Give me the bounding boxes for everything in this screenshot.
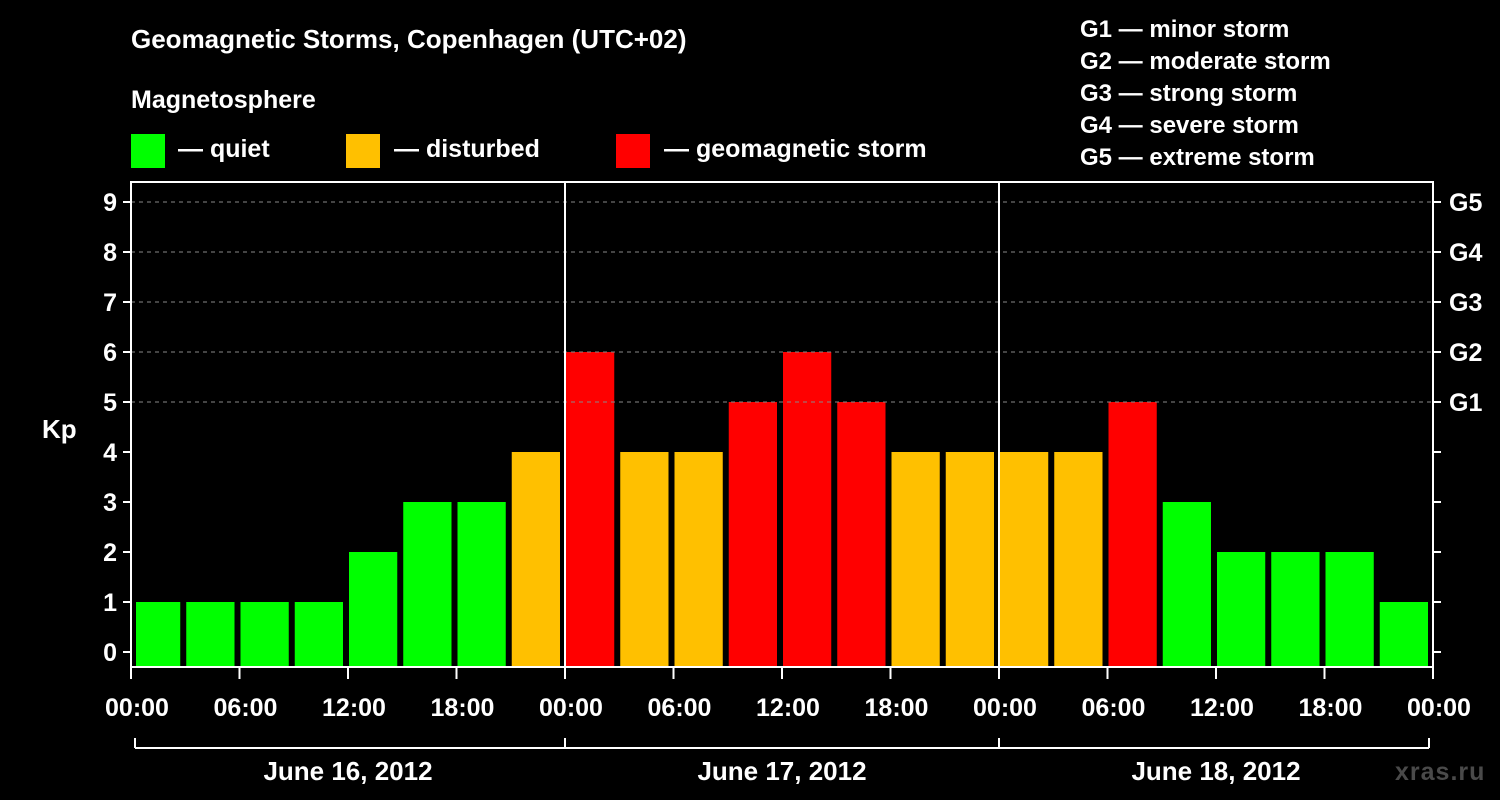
x-tick-label: 00:00 (1407, 694, 1471, 722)
x-tick-label: 18:00 (431, 694, 495, 722)
kp-bar (783, 352, 832, 667)
kp-bar (403, 502, 452, 667)
y-tick-label: 9 (103, 189, 117, 217)
y-tick-label: 1 (103, 589, 117, 617)
legend-swatch-quiet (131, 134, 165, 168)
kp-bar (945, 452, 994, 667)
day-label: June 18, 2012 (1131, 756, 1300, 786)
y-tick-label: 4 (103, 439, 117, 467)
g-scale-label: G1 (1449, 389, 1482, 417)
kp-bar (294, 602, 343, 667)
kp-bar (186, 602, 235, 667)
watermark: xras.ru (1395, 758, 1486, 786)
g-scale-label: G4 (1449, 239, 1482, 267)
kp-bar (1271, 552, 1320, 667)
kp-bar (620, 452, 669, 667)
storm-scale-g4: G4 — severe storm (1080, 112, 1299, 139)
kp-bar (136, 602, 181, 667)
legend-label-quiet: — quiet (178, 135, 270, 163)
kp-bar (1108, 402, 1157, 667)
x-tick-label: 06:00 (1082, 694, 1146, 722)
y-tick-label: 5 (103, 389, 117, 417)
kp-bar (457, 502, 506, 667)
y-tick-label: 2 (103, 539, 117, 567)
x-tick-label: 00:00 (973, 694, 1037, 722)
x-tick-label: 06:00 (648, 694, 712, 722)
y-tick-label: 3 (103, 489, 117, 517)
storm-scale-g5: G5 — extreme storm (1080, 144, 1315, 171)
chart-title: Geomagnetic Storms, Copenhagen (UTC+02) (131, 24, 687, 54)
storm-scale-g1: G1 — minor storm (1080, 16, 1290, 43)
x-tick-label: 12:00 (322, 694, 386, 722)
x-tick-label: 12:00 (756, 694, 820, 722)
y-tick-label: 0 (103, 639, 117, 667)
x-tick-label: 12:00 (1190, 694, 1254, 722)
kp-bar (566, 352, 615, 667)
kp-bar (891, 452, 940, 667)
kp-bar (1379, 602, 1428, 667)
kp-bar (1054, 452, 1103, 667)
legend-label-storm: — geomagnetic storm (664, 135, 927, 163)
kp-bar (674, 452, 723, 667)
kp-bar (240, 602, 289, 667)
y-tick-label: 7 (103, 289, 117, 317)
kp-bar (1000, 452, 1049, 667)
kp-bar (349, 552, 398, 667)
y-tick-label: 8 (103, 239, 117, 267)
legend-swatch-disturbed (346, 134, 380, 168)
kp-bar (511, 452, 560, 667)
legend-swatch-storm (616, 134, 650, 168)
x-tick-label: 06:00 (214, 694, 278, 722)
g-scale-label: G3 (1449, 289, 1482, 317)
y-axis-label: Kp (42, 414, 77, 444)
x-tick-label: 18:00 (1299, 694, 1363, 722)
kp-bar (1217, 552, 1266, 667)
day-label: June 17, 2012 (697, 756, 866, 786)
kp-bar (1325, 552, 1374, 667)
g-scale-label: G2 (1449, 339, 1482, 367)
storm-scale-g2: G2 — moderate storm (1080, 48, 1331, 75)
kp-bar (1162, 502, 1211, 667)
g-scale-label: G5 (1449, 189, 1482, 217)
legend-label-disturbed: — disturbed (394, 135, 540, 163)
x-tick-label: 00:00 (105, 694, 169, 722)
y-tick-label: 6 (103, 339, 117, 367)
x-tick-label: 18:00 (865, 694, 929, 722)
storm-scale-g3: G3 — strong storm (1080, 80, 1298, 107)
chart-subtitle: Magnetosphere (131, 86, 316, 114)
day-label: June 16, 2012 (263, 756, 432, 786)
kp-bar (728, 402, 777, 667)
x-tick-label: 00:00 (539, 694, 603, 722)
kp-bar (837, 402, 886, 667)
